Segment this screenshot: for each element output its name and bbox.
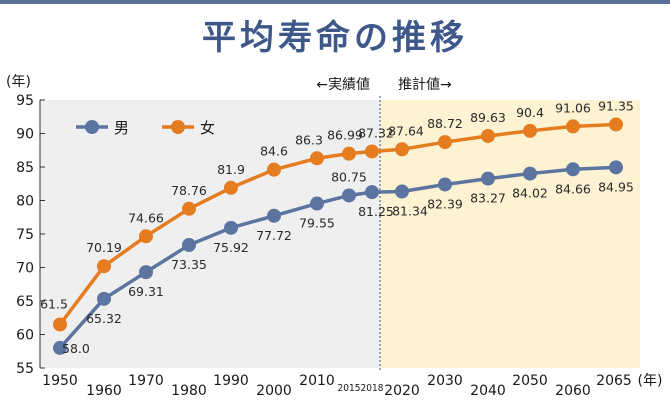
male-data-label: 77.72: [256, 228, 292, 243]
x-tick-label: 1980: [171, 383, 207, 399]
x-tick-label: 1950: [42, 373, 78, 389]
data-point: [395, 142, 409, 157]
legend-male-label: 男: [114, 119, 129, 137]
x-tick-label: 1960: [86, 383, 122, 399]
data-point: [365, 185, 379, 200]
x-tick-label: 2015: [338, 383, 361, 394]
female-data-label: 86.3: [295, 132, 323, 147]
chart-title: 平均寿命の推移: [202, 17, 468, 58]
female-data-label: 91.06: [555, 100, 591, 115]
male-data-label: 58.0: [62, 341, 90, 356]
y-tick-label: 60: [16, 328, 34, 344]
data-point: [97, 259, 111, 274]
male-data-label: 81.25: [358, 204, 394, 219]
male-data-label: 84.95: [598, 179, 634, 194]
male-data-label: 84.66: [555, 181, 591, 196]
x-tick-label: 2040: [470, 383, 506, 399]
data-point: [365, 144, 379, 159]
male-data-label: 73.35: [171, 257, 207, 272]
x-tick-label: 2000: [256, 383, 292, 399]
x-tick-label: 1990: [213, 373, 249, 389]
female-data-label: 89.63: [470, 110, 506, 125]
x-tick-label: 2020: [384, 383, 420, 399]
data-point: [224, 180, 238, 195]
y-tick-label: 65: [16, 294, 34, 310]
female-data-label: 78.76: [171, 183, 207, 198]
data-point: [395, 184, 409, 199]
data-point: [310, 151, 324, 166]
y-tick-label: 75: [16, 227, 34, 243]
legend-female-marker: [171, 120, 185, 134]
male-data-label: 75.92: [213, 240, 249, 255]
female-data-label: 70.19: [86, 240, 122, 255]
data-point: [566, 162, 580, 177]
data-point: [523, 166, 537, 181]
actual-period-label: ←実績値: [316, 77, 370, 93]
male-data-label: 65.32: [86, 311, 122, 326]
data-point: [139, 265, 153, 280]
projected-period-background: [380, 100, 640, 368]
x-tick-label: 1970: [128, 373, 164, 389]
top-rule: [0, 0, 670, 4]
male-data-label: 83.27: [470, 191, 506, 206]
y-tick-label: 90: [16, 127, 34, 143]
female-data-label: 74.66: [128, 210, 164, 225]
y-tick-label: 55: [16, 361, 34, 377]
male-data-label: 80.75: [331, 169, 367, 184]
data-point: [566, 119, 580, 134]
female-data-label: 61.5: [40, 296, 68, 311]
data-point: [342, 146, 356, 161]
title-bar: 平均寿命の推移: [0, 4, 670, 64]
data-point: [609, 117, 623, 132]
y-tick-label: 80: [16, 194, 34, 210]
y-tick-label: 70: [16, 261, 34, 277]
data-point: [609, 160, 623, 175]
data-point: [53, 317, 67, 332]
x-tick-label: 2010: [299, 373, 335, 389]
projected-period-label: 推計値→: [398, 77, 452, 93]
x-tick-label: 2065: [596, 373, 632, 389]
data-point: [438, 177, 452, 192]
female-data-label: 91.35: [598, 98, 634, 113]
male-data-label: 69.31: [128, 284, 164, 299]
legend-male-marker: [85, 120, 99, 134]
male-data-label: 84.02: [512, 186, 548, 201]
female-data-label: 90.4: [516, 105, 544, 120]
female-data-label: 86.99: [327, 128, 363, 143]
female-data-label: 81.9: [217, 162, 245, 177]
data-point: [224, 220, 238, 235]
male-data-label: 82.39: [427, 196, 463, 211]
female-data-label: 87.32: [358, 125, 394, 140]
female-data-label: 87.64: [388, 123, 424, 138]
y-axis-unit: (年): [6, 74, 31, 90]
y-tick-label: 95: [16, 93, 34, 109]
data-point: [139, 229, 153, 244]
data-point: [310, 196, 324, 211]
x-tick-label: 2060: [555, 383, 591, 399]
y-tick-label: 85: [16, 160, 34, 176]
x-tick-label: 2030: [427, 373, 463, 389]
actual-period-background: [40, 100, 380, 368]
x-tick-label: 2050: [512, 373, 548, 389]
data-point: [182, 238, 196, 253]
data-point: [342, 188, 356, 203]
data-point: [267, 208, 281, 223]
x-tick-label: 2018: [361, 383, 384, 394]
male-data-label: 81.34: [392, 204, 428, 219]
female-data-label: 88.72: [427, 116, 463, 131]
data-point: [481, 128, 495, 143]
data-point: [523, 123, 537, 138]
data-point: [53, 340, 67, 355]
x-axis-unit: (年): [638, 373, 663, 389]
male-data-label: 79.55: [299, 216, 335, 231]
data-point: [182, 201, 196, 216]
data-point: [267, 162, 281, 177]
data-point: [97, 291, 111, 306]
female-data-label: 84.6: [260, 144, 288, 159]
legend-female-label: 女: [200, 119, 215, 137]
data-point: [481, 171, 495, 186]
data-point: [438, 135, 452, 150]
